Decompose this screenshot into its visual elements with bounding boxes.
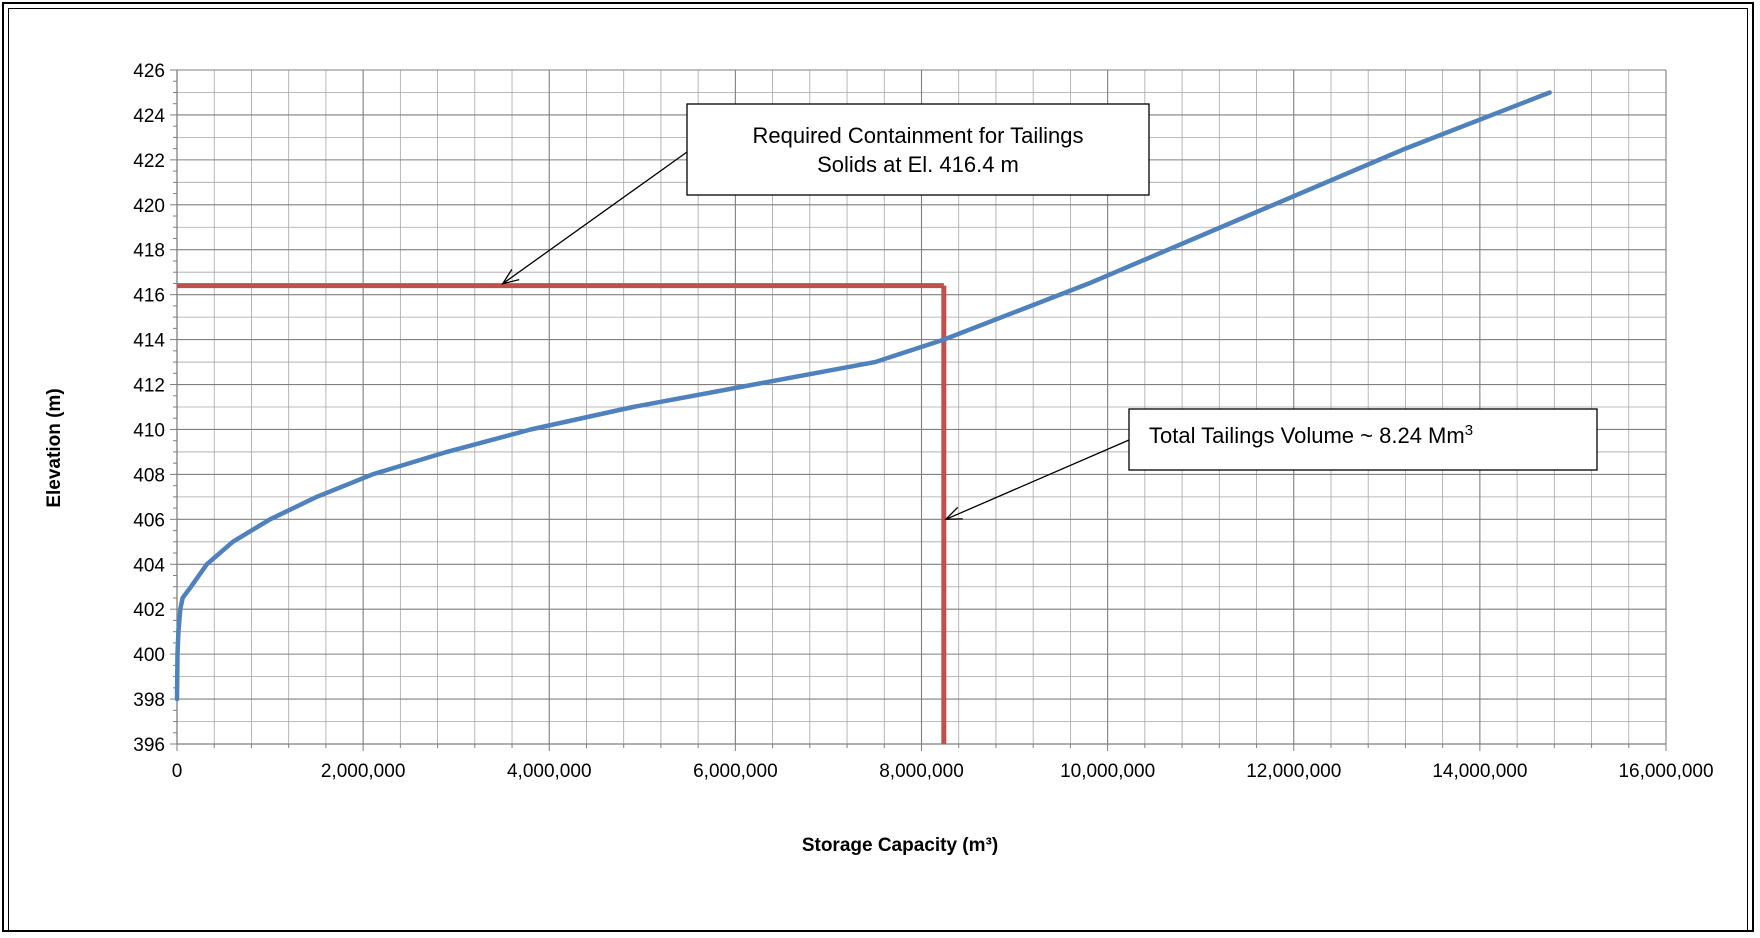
y-tick-label: 396 bbox=[133, 735, 165, 756]
y-tick-label: 400 bbox=[133, 645, 165, 666]
y-tick-label: 418 bbox=[133, 241, 165, 262]
y-tick-label: 414 bbox=[133, 331, 165, 352]
arrow-shaft bbox=[945, 439, 1130, 520]
y-tick-label: 412 bbox=[133, 376, 165, 397]
x-tick-label: 16,000,000 bbox=[1618, 761, 1713, 782]
arrow-head bbox=[501, 269, 520, 285]
x-tick-label: 0 bbox=[172, 761, 183, 782]
callout-required-containment: Required Containment for Tailings Solids… bbox=[686, 103, 1150, 196]
y-tick-label: 410 bbox=[133, 420, 165, 441]
x-tick-label: 12,000,000 bbox=[1246, 761, 1341, 782]
x-tick-label: 2,000,000 bbox=[321, 761, 406, 782]
tick-labels: 396 398 400 402 404 406 408 410 412 414 416 418 420 4… bbox=[133, 61, 1713, 782]
callout-total-volume-superscript: 3 bbox=[1465, 422, 1473, 439]
y-axis-title: Elevation (m) bbox=[44, 388, 65, 507]
storage-curve-line bbox=[174, 90, 1552, 702]
arrow-shaft bbox=[502, 151, 688, 285]
y-tick-label: 420 bbox=[133, 196, 165, 217]
x-tick-label: 4,000,000 bbox=[507, 761, 592, 782]
x-tick-label: 8,000,000 bbox=[879, 761, 964, 782]
y-tick-label: 406 bbox=[133, 510, 165, 531]
x-tick-label: 10,000,000 bbox=[1060, 761, 1155, 782]
reference-lines bbox=[177, 283, 947, 744]
y-tick-label: 424 bbox=[133, 106, 165, 127]
callout-required-containment-line2: Solids at El. 416.4 m bbox=[817, 152, 1019, 177]
callout-required-containment-line1: Required Containment for Tailings bbox=[753, 123, 1084, 148]
y-tick-label: 426 bbox=[133, 61, 165, 82]
y-tick-label: 416 bbox=[133, 286, 165, 307]
y-tick-label: 408 bbox=[133, 465, 165, 486]
x-tick-label: 14,000,000 bbox=[1432, 761, 1527, 782]
callout-total-volume-text: Total Tailings Volume ~ 8.24 Mm3 bbox=[1149, 422, 1473, 448]
x-tick-label: 6,000,000 bbox=[693, 761, 778, 782]
y-tick-label: 402 bbox=[133, 600, 165, 621]
arrow-head bbox=[944, 506, 963, 521]
series-lines bbox=[174, 90, 1552, 702]
y-tick-label: 422 bbox=[133, 151, 165, 172]
callout-arrows bbox=[501, 151, 1130, 521]
callout-total-volume-arrow bbox=[944, 439, 1130, 521]
callout-required-containment-arrow bbox=[501, 151, 688, 285]
x-axis-title: Storage Capacity (m³) bbox=[802, 835, 998, 856]
y-tick-label: 404 bbox=[133, 555, 165, 576]
figure-inner-border bbox=[8, 8, 1748, 930]
callout-total-volume: Total Tailings Volume ~ 8.24 Mm3 bbox=[1128, 408, 1598, 471]
callout-total-volume-main: Total Tailings Volume ~ 8.24 Mm bbox=[1149, 423, 1465, 448]
y-tick-label: 398 bbox=[133, 690, 165, 711]
